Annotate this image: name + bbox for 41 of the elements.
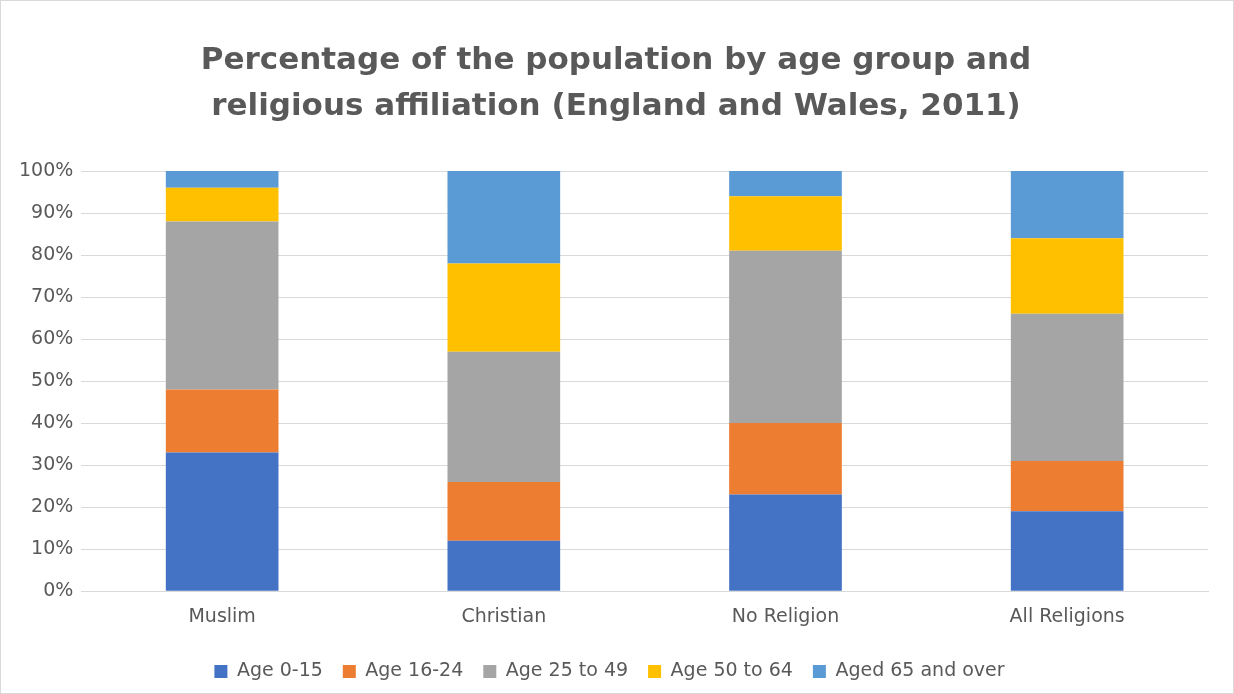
x-tick-label: No Religion <box>731 603 840 626</box>
bar <box>165 389 279 453</box>
y-tick-label: 10% <box>31 536 74 559</box>
y-tick-label: 30% <box>31 452 74 475</box>
legend-label: Age 0-15 <box>236 658 323 681</box>
y-tick-label: 0% <box>43 578 74 601</box>
y-tick-label: 70% <box>31 284 74 306</box>
bar <box>729 171 842 197</box>
bar <box>729 250 842 424</box>
bar <box>729 196 842 251</box>
bar <box>1010 460 1124 512</box>
bar <box>165 452 279 591</box>
legend-label: Aged 65 and over <box>835 658 1005 681</box>
bar <box>447 351 561 482</box>
bar <box>1010 313 1124 461</box>
bar <box>1010 171 1124 239</box>
bar <box>447 263 561 352</box>
y-tick-label: 80% <box>31 241 74 264</box>
bar <box>1010 511 1124 591</box>
y-tick-label: 50% <box>31 368 74 391</box>
x-tick-label: All Religions <box>1009 603 1125 626</box>
y-tick-label: 20% <box>31 494 74 517</box>
bar <box>165 187 279 222</box>
chart-title: Percentage of the population by age group and religious affiliation (England and Wales, 2011) <box>199 39 1033 124</box>
bar <box>447 481 561 541</box>
bar <box>1010 238 1124 314</box>
y-tick-label: 90% <box>31 199 74 222</box>
y-tick-label: 60% <box>31 326 74 349</box>
bar <box>165 221 279 390</box>
bar <box>447 171 561 264</box>
bar <box>729 423 842 495</box>
x-tick-label: Christian <box>461 603 547 626</box>
bar <box>447 540 561 591</box>
y-tick-label: 40% <box>31 410 74 433</box>
bar <box>165 171 279 188</box>
bar <box>729 494 842 591</box>
legend-label: Age 25 to 49 <box>505 658 629 681</box>
legend-label: Age 50 to 64 <box>670 658 793 681</box>
legend-label: Age 16-24 <box>365 658 464 681</box>
x-tick-label: Muslim <box>188 603 256 626</box>
y-tick-label: 100% <box>18 157 74 180</box>
